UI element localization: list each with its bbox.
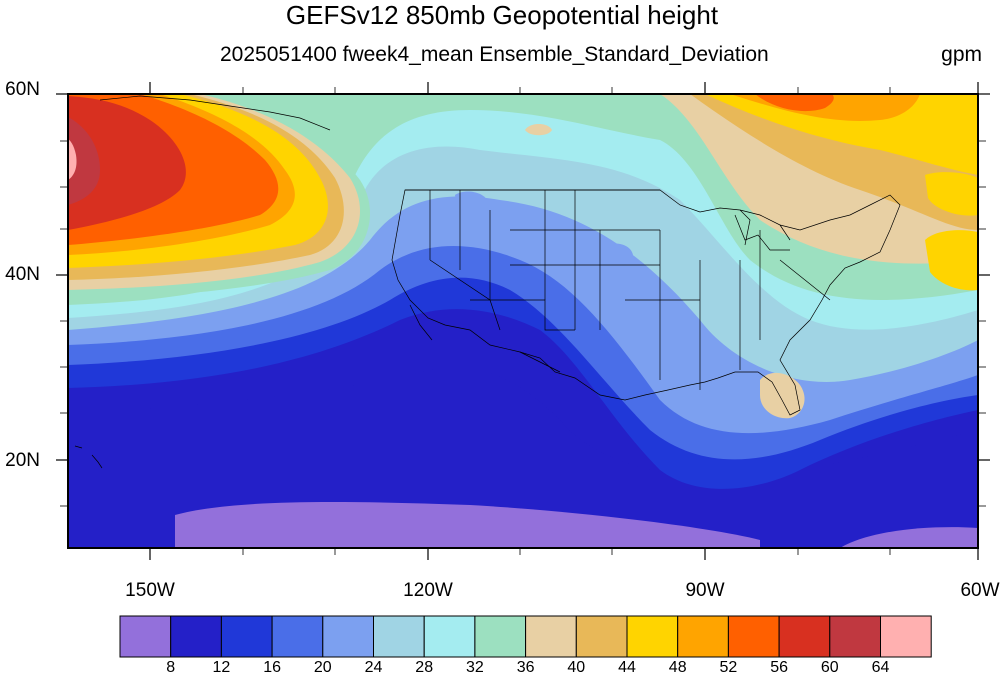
- colorbar-box: [575, 615, 628, 658]
- colorbar-label: 32: [465, 659, 484, 676]
- std-dev-field: [68, 94, 978, 548]
- lon-label-60w: 60W: [960, 580, 1000, 601]
- colorbar-label: 20: [313, 659, 332, 676]
- colorbar-box: [119, 615, 172, 658]
- colorbar-label: 64: [871, 659, 890, 676]
- colorbar-box: [829, 615, 881, 658]
- map-frame: [56, 82, 990, 560]
- colorbar-label: 12: [212, 659, 231, 676]
- lat-label-20n: 20N: [5, 450, 40, 471]
- colorbar-box: [271, 615, 324, 658]
- colorbar-box: [423, 615, 476, 658]
- coastline-layer: [74, 95, 901, 469]
- colorbar-label: 56: [770, 659, 788, 676]
- colorbar-box: [677, 615, 729, 658]
- colorbar-label: 28: [415, 659, 434, 676]
- colorbar-label: 16: [263, 659, 281, 676]
- colorbar-box: [626, 615, 679, 658]
- colorbar-label: 52: [719, 659, 738, 676]
- colorbar-label: 44: [618, 659, 636, 676]
- lon-label-150w: 150W: [125, 580, 175, 601]
- colorbar-box: [373, 615, 425, 658]
- lat-label-60n: 60N: [5, 79, 40, 100]
- colorbar-label: 48: [668, 659, 687, 676]
- colorbar-label: 60: [820, 659, 839, 676]
- units-label: gpm: [941, 43, 982, 66]
- colorbar-box: [525, 615, 577, 658]
- lon-label-90w: 90W: [685, 580, 725, 601]
- colorbar-box: [778, 615, 831, 658]
- colorbar-box: [220, 615, 273, 658]
- map-title: GEFSv12 850mb Geopotential height: [285, 0, 719, 30]
- colorbar-box: [727, 615, 780, 658]
- lat-label-40n: 40N: [5, 264, 40, 285]
- colorbar-box: [170, 615, 222, 658]
- colorbar: [119, 615, 932, 658]
- colorbar-label: 40: [567, 659, 586, 676]
- colorbar-box: [322, 615, 374, 658]
- colorbar-label: 36: [516, 659, 535, 676]
- colorbar-box: [880, 615, 932, 658]
- colorbar-label: 24: [364, 659, 383, 676]
- colorbar-box: [474, 615, 527, 658]
- map-subtitle: 2025051400 fweek4_mean Ensemble_Standard…: [220, 43, 769, 66]
- lon-label-120w: 120W: [403, 580, 453, 601]
- colorbar-label: 8: [166, 659, 176, 676]
